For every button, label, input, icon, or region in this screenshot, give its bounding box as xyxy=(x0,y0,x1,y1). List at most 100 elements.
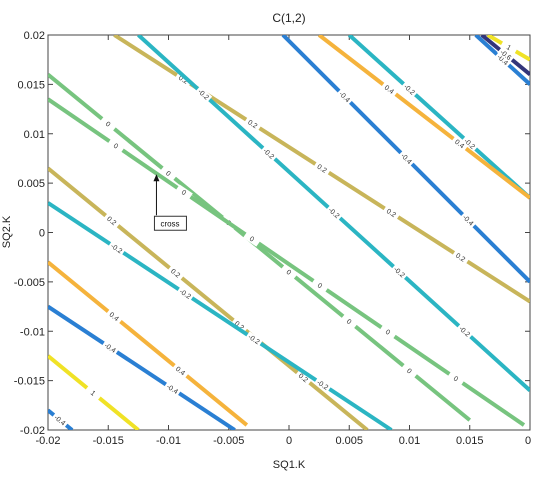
contour-label-bg xyxy=(456,322,474,340)
contour-label: 0.2 xyxy=(177,75,189,86)
x-tick-label: -0.02 xyxy=(35,435,60,447)
contour-label: 0 xyxy=(384,329,391,337)
contour-label-bg xyxy=(494,51,512,69)
contour-label: 0.2 xyxy=(105,216,117,228)
chart-title: C(1,2) xyxy=(272,11,305,25)
contour-label: 0 xyxy=(452,375,459,383)
y-tick-label: -0.02 xyxy=(20,425,45,437)
contour-label: 0.4 xyxy=(174,366,186,378)
contour-label-bg xyxy=(171,362,190,379)
x-tick-label: -0.01 xyxy=(156,435,181,447)
y-tick-label: -0.015 xyxy=(14,376,45,388)
contour-label-bg xyxy=(400,362,419,379)
contour-label-bg xyxy=(459,211,477,229)
contour-label-bg xyxy=(175,184,193,201)
contour-label: 0 xyxy=(104,121,112,129)
contour-label: 0.2 xyxy=(233,320,245,332)
contour-label-bg xyxy=(311,277,329,294)
annotation-arrowhead xyxy=(153,174,160,182)
contour-label-bg xyxy=(195,85,213,103)
contour-label-bg xyxy=(99,115,117,133)
contour-line-1 xyxy=(48,260,249,427)
contour-label-bg xyxy=(84,384,102,402)
contour-label-bg xyxy=(245,331,263,347)
contour-label-bg xyxy=(163,381,182,397)
contour-lines: 10.40.40.20.20.20.20000000000000.20.20.2… xyxy=(48,35,530,430)
plot-frame xyxy=(47,34,531,431)
y-tick-label: -0.005 xyxy=(14,277,45,289)
y-tick-label: 0.02 xyxy=(24,30,45,42)
contour-label-bg xyxy=(230,317,249,334)
contour-label-bg xyxy=(176,285,195,302)
contour-line-4 xyxy=(48,97,526,427)
contour-label: 0.2 xyxy=(385,208,397,219)
contour-line-6 xyxy=(48,201,393,430)
y-tick-label: 0.005 xyxy=(17,178,45,190)
x-tick-label: 0.01 xyxy=(399,435,420,447)
contour-label: 0.2 xyxy=(316,164,328,175)
x-tick-label: 0.015 xyxy=(456,435,484,447)
contour-label: 0.4 xyxy=(383,84,395,96)
contour-line-8 xyxy=(48,304,236,430)
contour-label: 0 xyxy=(345,318,353,326)
contour-label-bg xyxy=(390,263,409,281)
x-tick-label: -0.005 xyxy=(213,435,244,447)
x-tick-label: 0 xyxy=(286,435,292,447)
contour-label: 1 xyxy=(89,390,97,398)
contour-label: 1 xyxy=(505,44,512,52)
contour-label-bg xyxy=(461,135,479,152)
contour-label-bg xyxy=(382,205,401,221)
annotation-text: cross xyxy=(160,219,179,228)
contour-label-bg xyxy=(243,231,261,247)
contour-label-bg xyxy=(107,240,126,257)
y-tick-label: -0.01 xyxy=(20,326,45,338)
contour-label-bg xyxy=(447,370,465,387)
contour-line-2 xyxy=(48,166,369,430)
contour-label-bg xyxy=(325,204,343,222)
contour-label-bg xyxy=(379,324,397,340)
contour-line-12 xyxy=(317,35,530,200)
contour-label: 0 xyxy=(180,189,187,197)
contour-label-bg xyxy=(340,313,358,330)
contour-label-bg xyxy=(398,149,415,167)
contour-line-3 xyxy=(48,72,472,422)
contour-label-bg xyxy=(51,411,69,429)
contour-label-bg xyxy=(280,263,298,281)
contour-label: 0 xyxy=(316,282,323,290)
contour-label: 0 xyxy=(405,368,413,376)
contour-label-bg xyxy=(243,116,262,132)
x-tick-label: 0 xyxy=(525,435,531,447)
contour-label-bg xyxy=(107,137,125,154)
contour-label: 0 xyxy=(285,269,293,277)
contour-label: 0 xyxy=(164,170,172,178)
contour-label: 0.2 xyxy=(297,373,309,385)
y-axis-label: SQ2.K xyxy=(1,215,13,248)
contour-label-bg xyxy=(451,249,470,265)
x-tick-label: 0.005 xyxy=(335,435,363,447)
contour-label-bg xyxy=(380,81,399,98)
contour-label-bg xyxy=(103,212,121,229)
contour-label-bg xyxy=(101,339,120,356)
x-tick-label: -0.015 xyxy=(93,435,124,447)
contour-label-bg xyxy=(294,369,313,386)
contour-label-bg xyxy=(105,308,123,325)
plot-area: -0.02 -0.015 -0.01 -0.005 0 0.005 0.01 0.015 0 0.… xyxy=(14,30,531,447)
annotation-box xyxy=(153,215,187,231)
y-tick-label: 0.01 xyxy=(24,129,45,141)
contour-label: 0.2 xyxy=(454,252,466,263)
contour-label-bg xyxy=(313,160,332,176)
contour-label: 0.2 xyxy=(169,268,181,280)
y-tick-label: 0.015 xyxy=(17,79,45,91)
contour-label-bg xyxy=(499,39,518,55)
contour-label: 0.4 xyxy=(453,139,465,151)
contour-label-bg xyxy=(159,165,178,182)
contour-label-bg xyxy=(497,46,515,63)
contour-label-bg xyxy=(313,376,332,393)
contour-label: 0 xyxy=(248,236,255,244)
contour-label-bg xyxy=(260,145,278,162)
contour-line-11 xyxy=(347,35,530,200)
contour-label-bg xyxy=(167,264,185,282)
contour-label-bg xyxy=(336,88,354,106)
contour-label: 0.4 xyxy=(108,311,120,323)
